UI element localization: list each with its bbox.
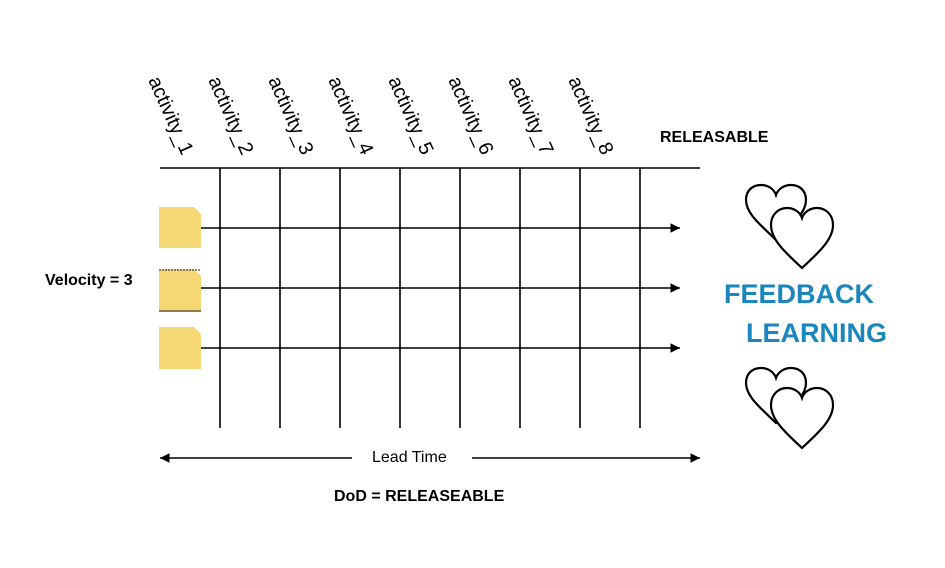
releasable-label: RELEASABLE [660, 129, 769, 146]
hearts-icon [744, 183, 835, 270]
lead-time-label: Lead Time [372, 449, 447, 466]
document-icon [159, 207, 201, 248]
document-icon [159, 327, 201, 369]
document-icon [159, 269, 201, 312]
feedback-label: FEEDBACK [724, 279, 875, 309]
activity-header-2: activity_2 [203, 73, 257, 158]
learning-label: LEARNING [746, 318, 887, 348]
hearts-icon [744, 366, 835, 450]
dod-label: DoD = RELEASEABLE [334, 488, 505, 505]
velocity-label: Velocity = 3 [45, 272, 133, 289]
activity-header-7: activity_7 [503, 73, 557, 158]
activity-header-4: activity_4 [323, 73, 377, 158]
activity-header-6: activity_6 [443, 73, 497, 158]
activity-headers: activity_1 activity_2 activity_3 activit… [143, 73, 617, 158]
activity-header-8: activity_8 [563, 73, 617, 158]
activity-header-1: activity_1 [143, 73, 197, 158]
activity-header-5: activity_5 [383, 73, 437, 158]
activity-grid [160, 167, 700, 428]
activity-header-3: activity_3 [263, 73, 317, 158]
work-item-arrows [200, 223, 680, 353]
work-item-tickets [159, 207, 201, 369]
